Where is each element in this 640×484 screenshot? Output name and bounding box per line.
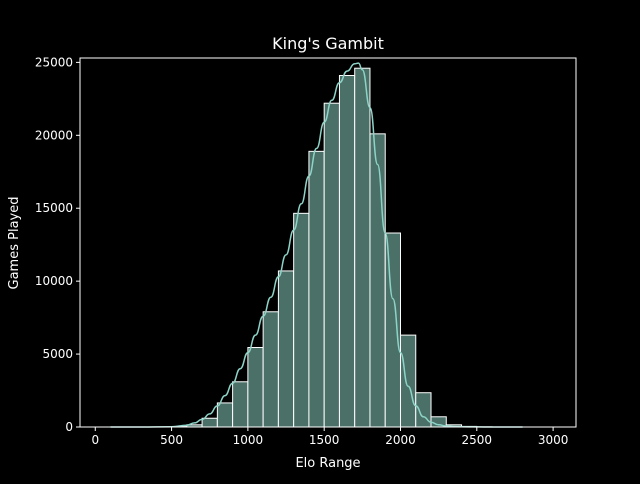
chart-title: King's Gambit [272, 34, 384, 53]
histogram-bar [324, 103, 339, 427]
x-tick-label: 3000 [538, 433, 569, 447]
x-tick-label: 500 [160, 433, 183, 447]
x-axis-label: Elo Range [295, 456, 360, 471]
histogram-bar [233, 382, 248, 427]
y-tick-label: 10000 [35, 274, 73, 288]
x-tick-label: 0 [91, 433, 99, 447]
histogram-bar [263, 312, 278, 427]
y-axis-label: Games Played [7, 197, 22, 290]
x-tick-label: 1000 [233, 433, 264, 447]
y-tick-label: 5000 [42, 347, 73, 361]
histogram-bar [294, 213, 309, 427]
x-tick-label: 1500 [309, 433, 340, 447]
histogram-bar [217, 403, 232, 427]
histogram-bar [400, 335, 415, 427]
histogram-bar [278, 271, 293, 427]
histogram-bar [355, 68, 370, 427]
histogram-bar [202, 418, 217, 427]
y-tick-label: 20000 [35, 128, 73, 142]
x-tick-label: 2500 [462, 433, 493, 447]
y-tick-label: 25000 [35, 55, 73, 69]
x-tick-label: 2000 [385, 433, 416, 447]
histogram-bar [370, 134, 385, 427]
y-tick-label: 0 [65, 420, 73, 434]
histogram-bar [339, 76, 354, 427]
y-tick-label: 15000 [35, 201, 73, 215]
histogram-bar [309, 151, 324, 427]
histogram-bar [248, 348, 263, 427]
histogram-bar [385, 233, 400, 427]
